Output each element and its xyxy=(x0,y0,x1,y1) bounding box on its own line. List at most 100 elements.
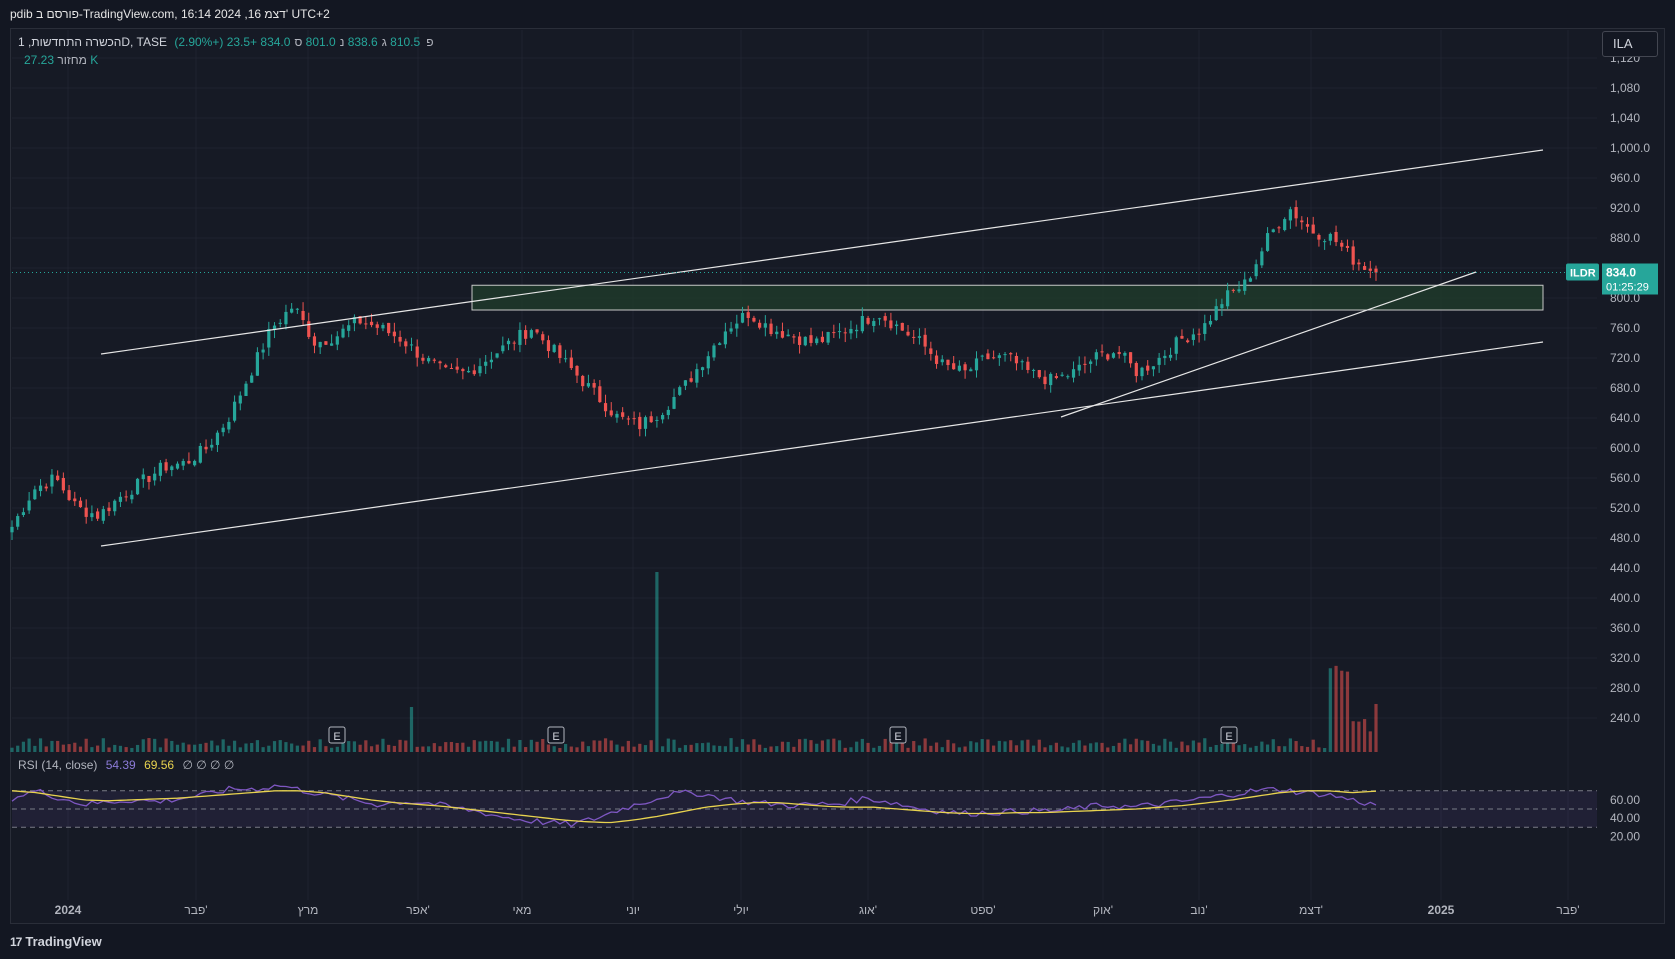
candle-body xyxy=(455,366,459,370)
volume-bar xyxy=(872,747,876,752)
rsi-tick-label: 40.00 xyxy=(1610,811,1640,825)
volume-bar xyxy=(643,745,648,752)
bottom-bar xyxy=(0,924,1675,959)
candle-body xyxy=(1214,306,1218,321)
candle-body xyxy=(934,355,939,364)
volume-bar xyxy=(1054,742,1059,752)
candle-body xyxy=(375,324,379,328)
candle-body xyxy=(1100,351,1104,353)
y-tick-label: 400.0 xyxy=(1610,591,1640,605)
y-tick-label: 520.0 xyxy=(1610,501,1640,515)
candle-body xyxy=(638,416,642,430)
trend-line xyxy=(1060,271,1477,418)
chart-frame[interactable] xyxy=(10,28,1665,924)
candle-body xyxy=(546,340,551,352)
candle-body xyxy=(1351,246,1355,265)
candle-body xyxy=(1049,373,1053,386)
currency-button[interactable]: ILA xyxy=(1602,31,1658,57)
candle-body xyxy=(290,308,294,313)
volume-bar xyxy=(546,744,551,752)
volume-bar xyxy=(1100,742,1104,752)
candle-body xyxy=(672,397,676,409)
x-tick-label: יוני xyxy=(626,903,640,917)
y-tick-label: 640.0 xyxy=(1610,411,1640,425)
candle-body xyxy=(164,462,168,471)
volume-bar xyxy=(381,738,385,752)
candle-body xyxy=(215,432,220,445)
volume-bar xyxy=(581,741,585,752)
earnings-marker-label: E xyxy=(333,731,340,743)
candle-body xyxy=(712,345,716,358)
volume-bar xyxy=(974,742,979,752)
candle-body xyxy=(181,461,185,466)
volume-bar xyxy=(444,742,448,752)
candles xyxy=(10,200,1378,540)
candle-body xyxy=(1317,234,1321,240)
volume-bar xyxy=(1237,745,1241,752)
candle-body xyxy=(113,500,117,512)
volume-bar xyxy=(170,740,174,752)
volume-bar xyxy=(364,740,368,752)
volume-bar xyxy=(466,746,471,752)
candle-body xyxy=(649,416,653,423)
tradingview-brand[interactable]: 17 TradingView xyxy=(10,934,102,949)
volume-bar xyxy=(866,742,870,752)
candle-body xyxy=(809,335,813,343)
volume-bar xyxy=(278,740,282,752)
candle-body xyxy=(1037,370,1041,378)
volume-bar xyxy=(586,746,591,752)
volume-bar xyxy=(495,741,499,752)
rsi-tick-label: 20.00 xyxy=(1610,829,1640,843)
candle-body xyxy=(158,462,162,476)
candle-body xyxy=(952,363,956,370)
volume-bar xyxy=(404,740,408,752)
volume-bar xyxy=(1026,739,1030,752)
volume-bar xyxy=(375,744,379,752)
candle-body xyxy=(986,353,990,360)
volume-bar xyxy=(461,742,465,752)
x-tick-label: אוק' xyxy=(1093,903,1113,917)
candle-body xyxy=(661,415,665,420)
legend-close-label: ס xyxy=(294,35,303,49)
volume-bar xyxy=(90,747,94,752)
earnings-marker-icon xyxy=(547,726,565,744)
volume-bar xyxy=(889,742,893,752)
candle-body xyxy=(232,401,237,421)
candle-body xyxy=(284,311,288,325)
volume-bar xyxy=(506,738,511,752)
volume-bar xyxy=(883,738,887,752)
volume-bar xyxy=(672,739,676,752)
volume-bar xyxy=(324,746,328,752)
volume-bar xyxy=(786,741,790,752)
volume-bar xyxy=(1305,746,1310,752)
candle-body xyxy=(318,341,322,348)
volume-bar xyxy=(638,743,642,752)
candle-body xyxy=(912,336,916,338)
legend-symbol[interactable]: הכשרה התחדשות, 1D, TASE xyxy=(18,35,167,49)
candle-body xyxy=(61,477,65,491)
y-tick-label: 1,000.0 xyxy=(1610,141,1650,155)
volume-bar xyxy=(427,746,431,752)
candle-body xyxy=(16,516,20,527)
candle-body xyxy=(877,318,882,320)
volume-bar xyxy=(940,747,944,752)
candle-body xyxy=(689,378,693,382)
volume-bar xyxy=(626,740,630,752)
candle-body xyxy=(1140,367,1144,377)
candle-body xyxy=(307,321,311,337)
candle-body xyxy=(221,427,225,433)
volume-bar xyxy=(301,745,305,752)
candle-body xyxy=(740,312,745,323)
x-tick-label: אפר' xyxy=(406,903,430,917)
candle-body xyxy=(1305,224,1310,227)
volume-bar xyxy=(1157,745,1161,752)
volume-bar xyxy=(1123,738,1127,752)
trend-line xyxy=(100,341,1544,547)
candle-body xyxy=(1191,334,1195,340)
volume-bar xyxy=(118,745,123,752)
volume-bar xyxy=(569,746,573,752)
candle-body xyxy=(609,410,613,416)
rsi-title[interactable]: RSI (14, close) xyxy=(18,758,98,772)
